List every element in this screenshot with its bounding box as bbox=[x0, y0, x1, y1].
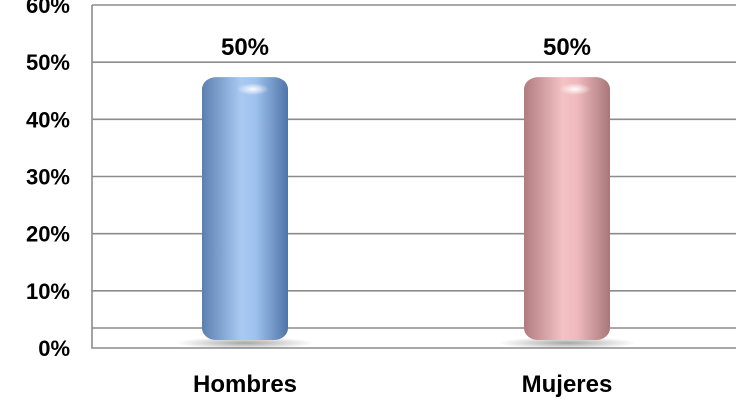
data-labels: 50% 50% bbox=[221, 34, 591, 61]
y-tick-label: 50% bbox=[26, 50, 70, 75]
y-tick-label: 10% bbox=[26, 279, 70, 304]
bar-hombres bbox=[176, 77, 314, 349]
bar-mujeres bbox=[498, 77, 636, 349]
gridlines bbox=[91, 4, 736, 349]
category-label: Mujeres bbox=[522, 371, 613, 398]
data-label: 50% bbox=[543, 34, 591, 61]
y-tick-label: 30% bbox=[26, 165, 70, 190]
x-axis-categories: Hombres Mujeres bbox=[193, 371, 612, 398]
data-label: 50% bbox=[221, 34, 269, 61]
y-tick-label: 60% bbox=[26, 0, 70, 18]
y-tick-label: 20% bbox=[26, 222, 70, 247]
y-axis-ticks: 0% 10% 20% 30% 40% 50% 60% bbox=[26, 0, 70, 361]
bars bbox=[176, 77, 636, 349]
bar-body bbox=[524, 77, 610, 341]
category-label: Hombres bbox=[193, 371, 297, 398]
bar-body bbox=[202, 77, 288, 341]
bar-highlight bbox=[237, 83, 269, 96]
bar-highlight bbox=[559, 83, 591, 96]
y-tick-label: 0% bbox=[38, 336, 70, 361]
y-tick-label: 40% bbox=[26, 107, 70, 132]
